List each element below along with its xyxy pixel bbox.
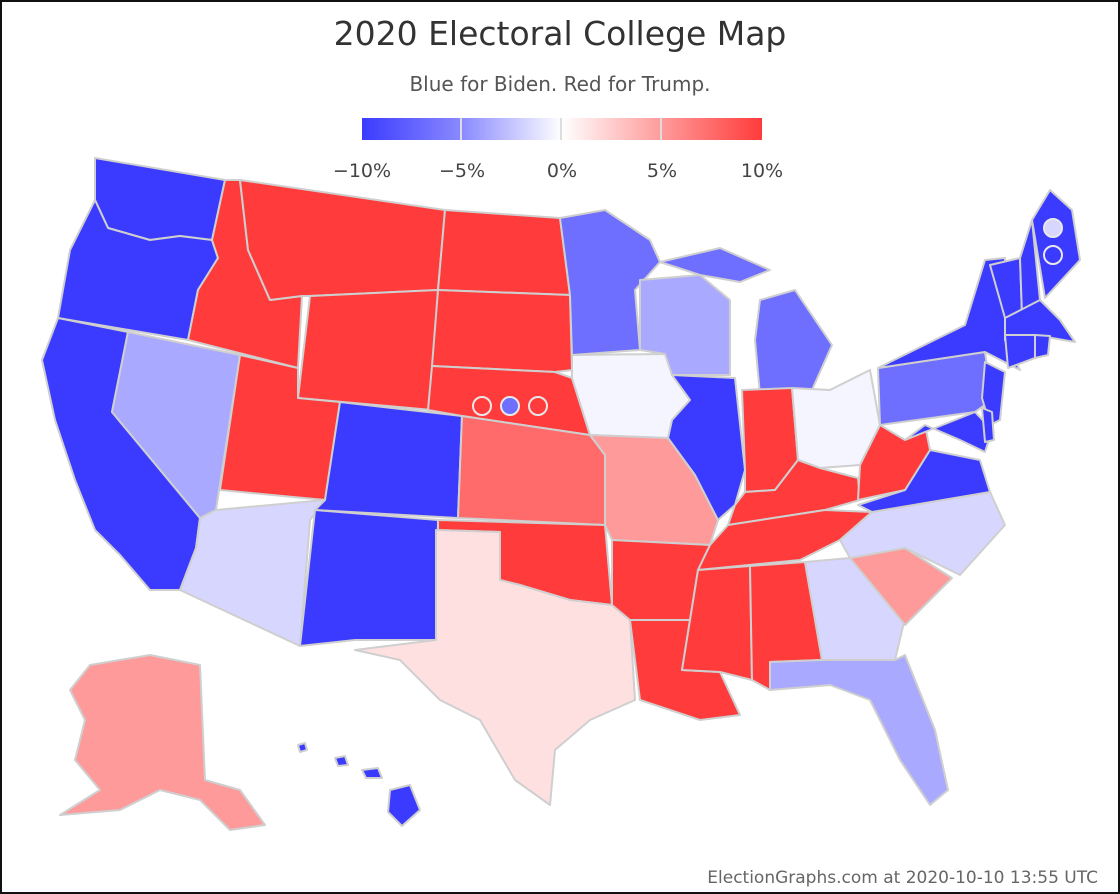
state-ga[interactable] xyxy=(804,557,906,661)
me-district-2-marker xyxy=(1043,245,1063,265)
state-tx[interactable] xyxy=(354,529,636,806)
state-il[interactable] xyxy=(667,374,746,521)
map-subtitle: Blue for Biden. Red for Trump. xyxy=(409,72,711,96)
maine-district-markers xyxy=(1043,218,1063,265)
legend-tick-minus-10: −10% xyxy=(332,160,392,182)
state-mn[interactable] xyxy=(559,209,661,356)
ne-district-2-marker xyxy=(500,396,520,416)
state-co[interactable] xyxy=(314,401,463,519)
me-district-1-marker xyxy=(1043,218,1063,238)
state-wy[interactable] xyxy=(297,289,439,411)
legend-tick-5: 5% xyxy=(646,160,678,182)
legend-tick-0: 0% xyxy=(546,160,578,182)
state-fl[interactable] xyxy=(769,654,949,806)
state-md[interactable] xyxy=(904,411,993,453)
state-wi[interactable] xyxy=(639,274,731,376)
state-wv[interactable] xyxy=(857,424,931,501)
state-nd[interactable] xyxy=(437,209,571,296)
legend-color-scale xyxy=(362,118,762,140)
map-title: 2020 Electoral College Map xyxy=(333,14,787,53)
state-ak[interactable] xyxy=(59,654,266,831)
legend-tick-minus-5: −5% xyxy=(438,160,486,182)
state-de[interactable] xyxy=(981,407,995,443)
state-nc[interactable] xyxy=(839,491,1006,576)
state-hi[interactable] xyxy=(297,742,421,827)
nebraska-district-markers xyxy=(472,396,548,416)
state-ri[interactable] xyxy=(1034,334,1051,359)
state-sd[interactable] xyxy=(431,289,573,373)
ne-district-3-marker xyxy=(528,396,548,416)
state-mt[interactable] xyxy=(239,179,446,301)
state-wa[interactable] xyxy=(94,157,226,241)
state-me[interactable] xyxy=(1031,189,1081,299)
state-ct[interactable] xyxy=(1004,334,1036,369)
ne-district-1-marker xyxy=(472,396,492,416)
footer-attribution: ElectionGraphs.com at 2020-10-10 13:55 U… xyxy=(707,868,1098,888)
legend-tick-10: 10% xyxy=(740,160,784,182)
state-nm[interactable] xyxy=(299,509,439,647)
